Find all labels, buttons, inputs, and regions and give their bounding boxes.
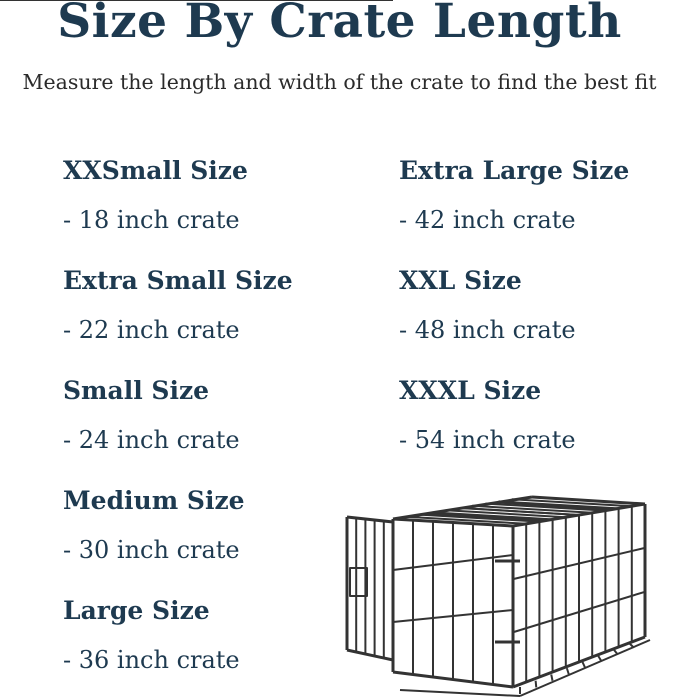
crate-door-latch	[349, 567, 368, 597]
size-length: - 18 inch crate	[63, 206, 240, 234]
crate-wire	[512, 546, 646, 581]
crate-wire	[406, 515, 527, 525]
size-length: - 36 inch crate	[63, 646, 240, 674]
crate-tray	[565, 667, 570, 675]
crate-wire	[511, 498, 632, 508]
size-length: - 42 inch crate	[399, 206, 576, 234]
size-length: - 22 inch crate	[63, 316, 240, 344]
size-length: - 48 inch crate	[399, 316, 576, 344]
size-name: Small Size	[63, 376, 210, 405]
size-length: - 24 inch crate	[63, 426, 240, 454]
crate-tray	[534, 680, 538, 688]
size-item-xxxl: XXXL Size - 54 inch crate	[399, 376, 576, 454]
size-item-xxl: XXL Size - 48 inch crate	[399, 266, 576, 344]
page-title: Size By Crate Length	[57, 0, 622, 49]
size-name: Large Size	[63, 596, 210, 625]
size-length: - 30 inch crate	[63, 536, 240, 564]
crate-door	[346, 515, 394, 524]
size-length: - 54 inch crate	[399, 426, 576, 454]
crate-wire	[427, 512, 547, 522]
crate-tray	[519, 639, 651, 697]
crate-wire	[392, 609, 514, 623]
crate-door	[346, 648, 394, 662]
size-name: XXXL Size	[399, 376, 542, 405]
crate-tray	[581, 661, 586, 668]
crate-tray	[612, 648, 619, 655]
size-item-medium: Medium Size - 30 inch crate	[63, 486, 245, 564]
crate-wire	[485, 502, 606, 512]
size-name: Extra Small Size	[63, 266, 293, 295]
crate-tray	[597, 655, 603, 662]
crate-wire	[497, 501, 613, 511]
crate-tray	[399, 689, 521, 697]
crate-wire	[512, 590, 646, 634]
size-item-large: Large Size - 36 inch crate	[63, 596, 240, 674]
size-name: XXSmall Size	[63, 156, 248, 185]
crate-wire	[472, 504, 593, 514]
crate-wire	[432, 511, 553, 521]
crate-wire	[498, 500, 619, 510]
size-item-small: Small Size - 24 inch crate	[63, 376, 240, 454]
size-name: Medium Size	[63, 486, 245, 515]
crate-tray	[628, 642, 635, 649]
crate-frame	[531, 495, 646, 506]
crate-wire	[419, 513, 540, 523]
size-item-xxsmall: XXSmall Size - 18 inch crate	[63, 156, 248, 234]
crate-wire	[392, 554, 514, 571]
size-name: XXL Size	[399, 266, 522, 295]
crate-wire	[445, 509, 566, 519]
page-subtitle: Measure the length and width of the crat…	[22, 70, 657, 94]
size-name: Extra Large Size	[399, 156, 630, 185]
size-item-extra-large: Extra Large Size - 42 inch crate	[399, 156, 629, 234]
crate-wire	[462, 507, 580, 516]
size-item-extra-small: Extra Small Size - 22 inch crate	[63, 266, 293, 344]
crate-tray	[550, 674, 554, 681]
